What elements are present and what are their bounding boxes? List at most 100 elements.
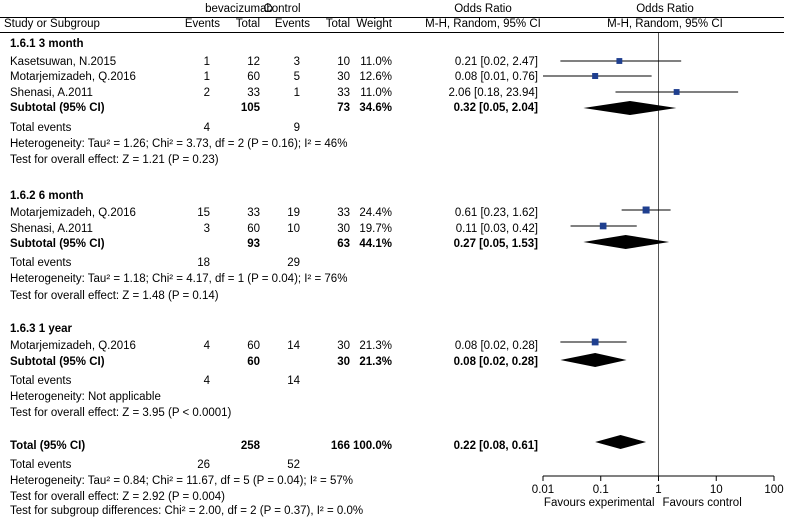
study-events2: 14 [287,340,300,352]
study-marker [616,58,623,64]
study-total1: 60 [247,340,260,352]
study-total1: 33 [247,87,260,99]
total-label: Total (95% CI) [10,440,86,452]
pooled-diamond [595,435,647,449]
study-events2: 3 [293,56,300,68]
subgroup-differences-text: Test for subgroup differences: Chi² = 2.… [10,505,364,517]
group-title: 1.6.3 1 year [10,323,73,335]
study-marker [599,222,607,230]
study-events2: 1 [293,87,300,99]
total-events-label: Total events [10,122,72,134]
plot-title: Odds Ratio [636,3,694,15]
heterogeneity-text: Heterogeneity: Tau² = 1.18; Chi² = 4.17,… [10,273,348,285]
total-total2: 166 [330,440,350,452]
header-rule-bottom [0,32,784,33]
study-name: Kasetsuwan, N.2015 [10,56,117,68]
total-events1: 4 [203,375,210,387]
subtotal-total1: 93 [247,238,260,250]
pooled-diamonds [560,101,677,449]
x-tick-label: 10 [710,484,723,496]
total2-header: Total [325,18,350,30]
subtotal-total2: 63 [337,238,350,250]
study-weight: 12.6% [359,71,392,83]
study-events2: 10 [287,223,300,235]
subtotal-total2: 30 [337,356,350,368]
study-events1: 4 [203,340,210,352]
subtotal-weight: 34.6% [359,102,392,114]
study-total1: 60 [247,223,260,235]
study-total2: 30 [337,340,350,352]
total-events2: 14 [287,375,300,387]
total-events1: 26 [197,459,210,471]
study-weight: 11.0% [360,87,392,99]
study-total2: 33 [337,207,350,219]
total-events1: 4 [203,122,210,134]
subtotal-ci: 0.08 [0.02, 0.28] [453,356,538,368]
study-ci: 0.11 [0.03, 0.42] [455,223,538,235]
subtotal-total1: 105 [240,102,260,114]
total-events2: 9 [293,122,300,134]
pooled-diamond [583,235,670,249]
favours-experimental-label: Favours experimental [544,497,655,509]
study-total1: 33 [247,207,260,219]
x-axis-ticks: 0.01 0.1 1 10 100 [532,476,784,496]
study-weight: 24.4% [359,207,392,219]
group-title: 1.6.2 6 month [10,190,84,202]
overall-effect-text: Test for overall effect: Z = 3.95 (P < 0… [10,407,232,419]
study-events2: 19 [287,207,300,219]
study-name: Shenasi, A.2011 [10,87,93,99]
study-name: Motarjemizadeh, Q.2016 [10,207,136,219]
study-weight: 11.0% [360,56,392,68]
study-events2: 5 [293,71,300,83]
study-events1: 3 [203,223,210,235]
study-markers [591,58,680,346]
group2-header: Control [263,3,301,15]
weight-header: Weight [356,18,392,30]
subtotal-total2: 73 [337,102,350,114]
subtotal-weight: 44.1% [359,238,392,250]
overall-effect-text: Test for overall effect: Z = 2.92 (P = 0… [10,491,225,503]
total-events2: 52 [287,459,300,471]
x-tick-label: 0.1 [593,484,609,496]
x-tick-label: 0.01 [532,484,554,496]
overall-effect-text: Test for overall effect: Z = 1.21 (P = 0… [10,154,219,166]
study-total1: 12 [247,56,260,68]
group-title: 1.6.1 3 month [10,38,84,50]
total-weight: 100.0% [352,440,392,452]
study-total2: 33 [337,87,350,99]
subtotal-weight: 21.3% [359,356,392,368]
or-title: Odds Ratio [454,3,512,15]
overall-effect-text: Test for overall effect: Z = 1.48 (P = 0… [10,290,219,302]
pooled-diamond [560,353,627,367]
x-tick-label: 1 [655,484,661,496]
study-marker [592,72,599,80]
study-name: Motarjemizadeh, Q.2016 [10,71,136,83]
study-marker [642,206,650,214]
subtotal-label: Subtotal (95% CI) [10,238,105,250]
study-events1: 2 [203,87,210,99]
events2-header: Events [274,18,310,30]
study-col-header: Study or Subgroup [4,18,100,30]
heterogeneity-text: Heterogeneity: Tau² = 0.84; Chi² = 11.67… [10,475,353,487]
subtotal-label: Subtotal (95% CI) [10,356,105,368]
subtotal-label: Subtotal (95% CI) [10,102,105,114]
study-name: Motarjemizadeh, Q.2016 [10,340,136,352]
total-ci: 0.22 [0.08, 0.61] [453,440,538,452]
group1-header: bevacizumab [205,3,273,15]
study-weight: 21.3% [359,340,392,352]
study-ci: 2.06 [0.18, 23.94] [448,87,538,99]
study-events1: 1 [203,71,210,83]
heterogeneity-text: Heterogeneity: Not applicable [10,391,161,403]
study-total2: 10 [337,56,350,68]
study-events1: 15 [197,207,210,219]
study-ci: 0.61 [0.23, 1.62] [454,207,538,219]
favours-control-label: Favours control [663,497,742,509]
plot-method-header: M-H, Random, 95% CI [607,18,723,30]
method-header: M-H, Random, 95% CI [425,18,541,30]
total-events2: 29 [287,257,300,269]
header-rule-top [0,17,784,18]
study-ci: 0.08 [0.01, 0.76] [454,71,538,83]
heterogeneity-text: Heterogeneity: Tau² = 1.26; Chi² = 3.73,… [10,138,348,150]
pooled-diamond [583,101,677,115]
